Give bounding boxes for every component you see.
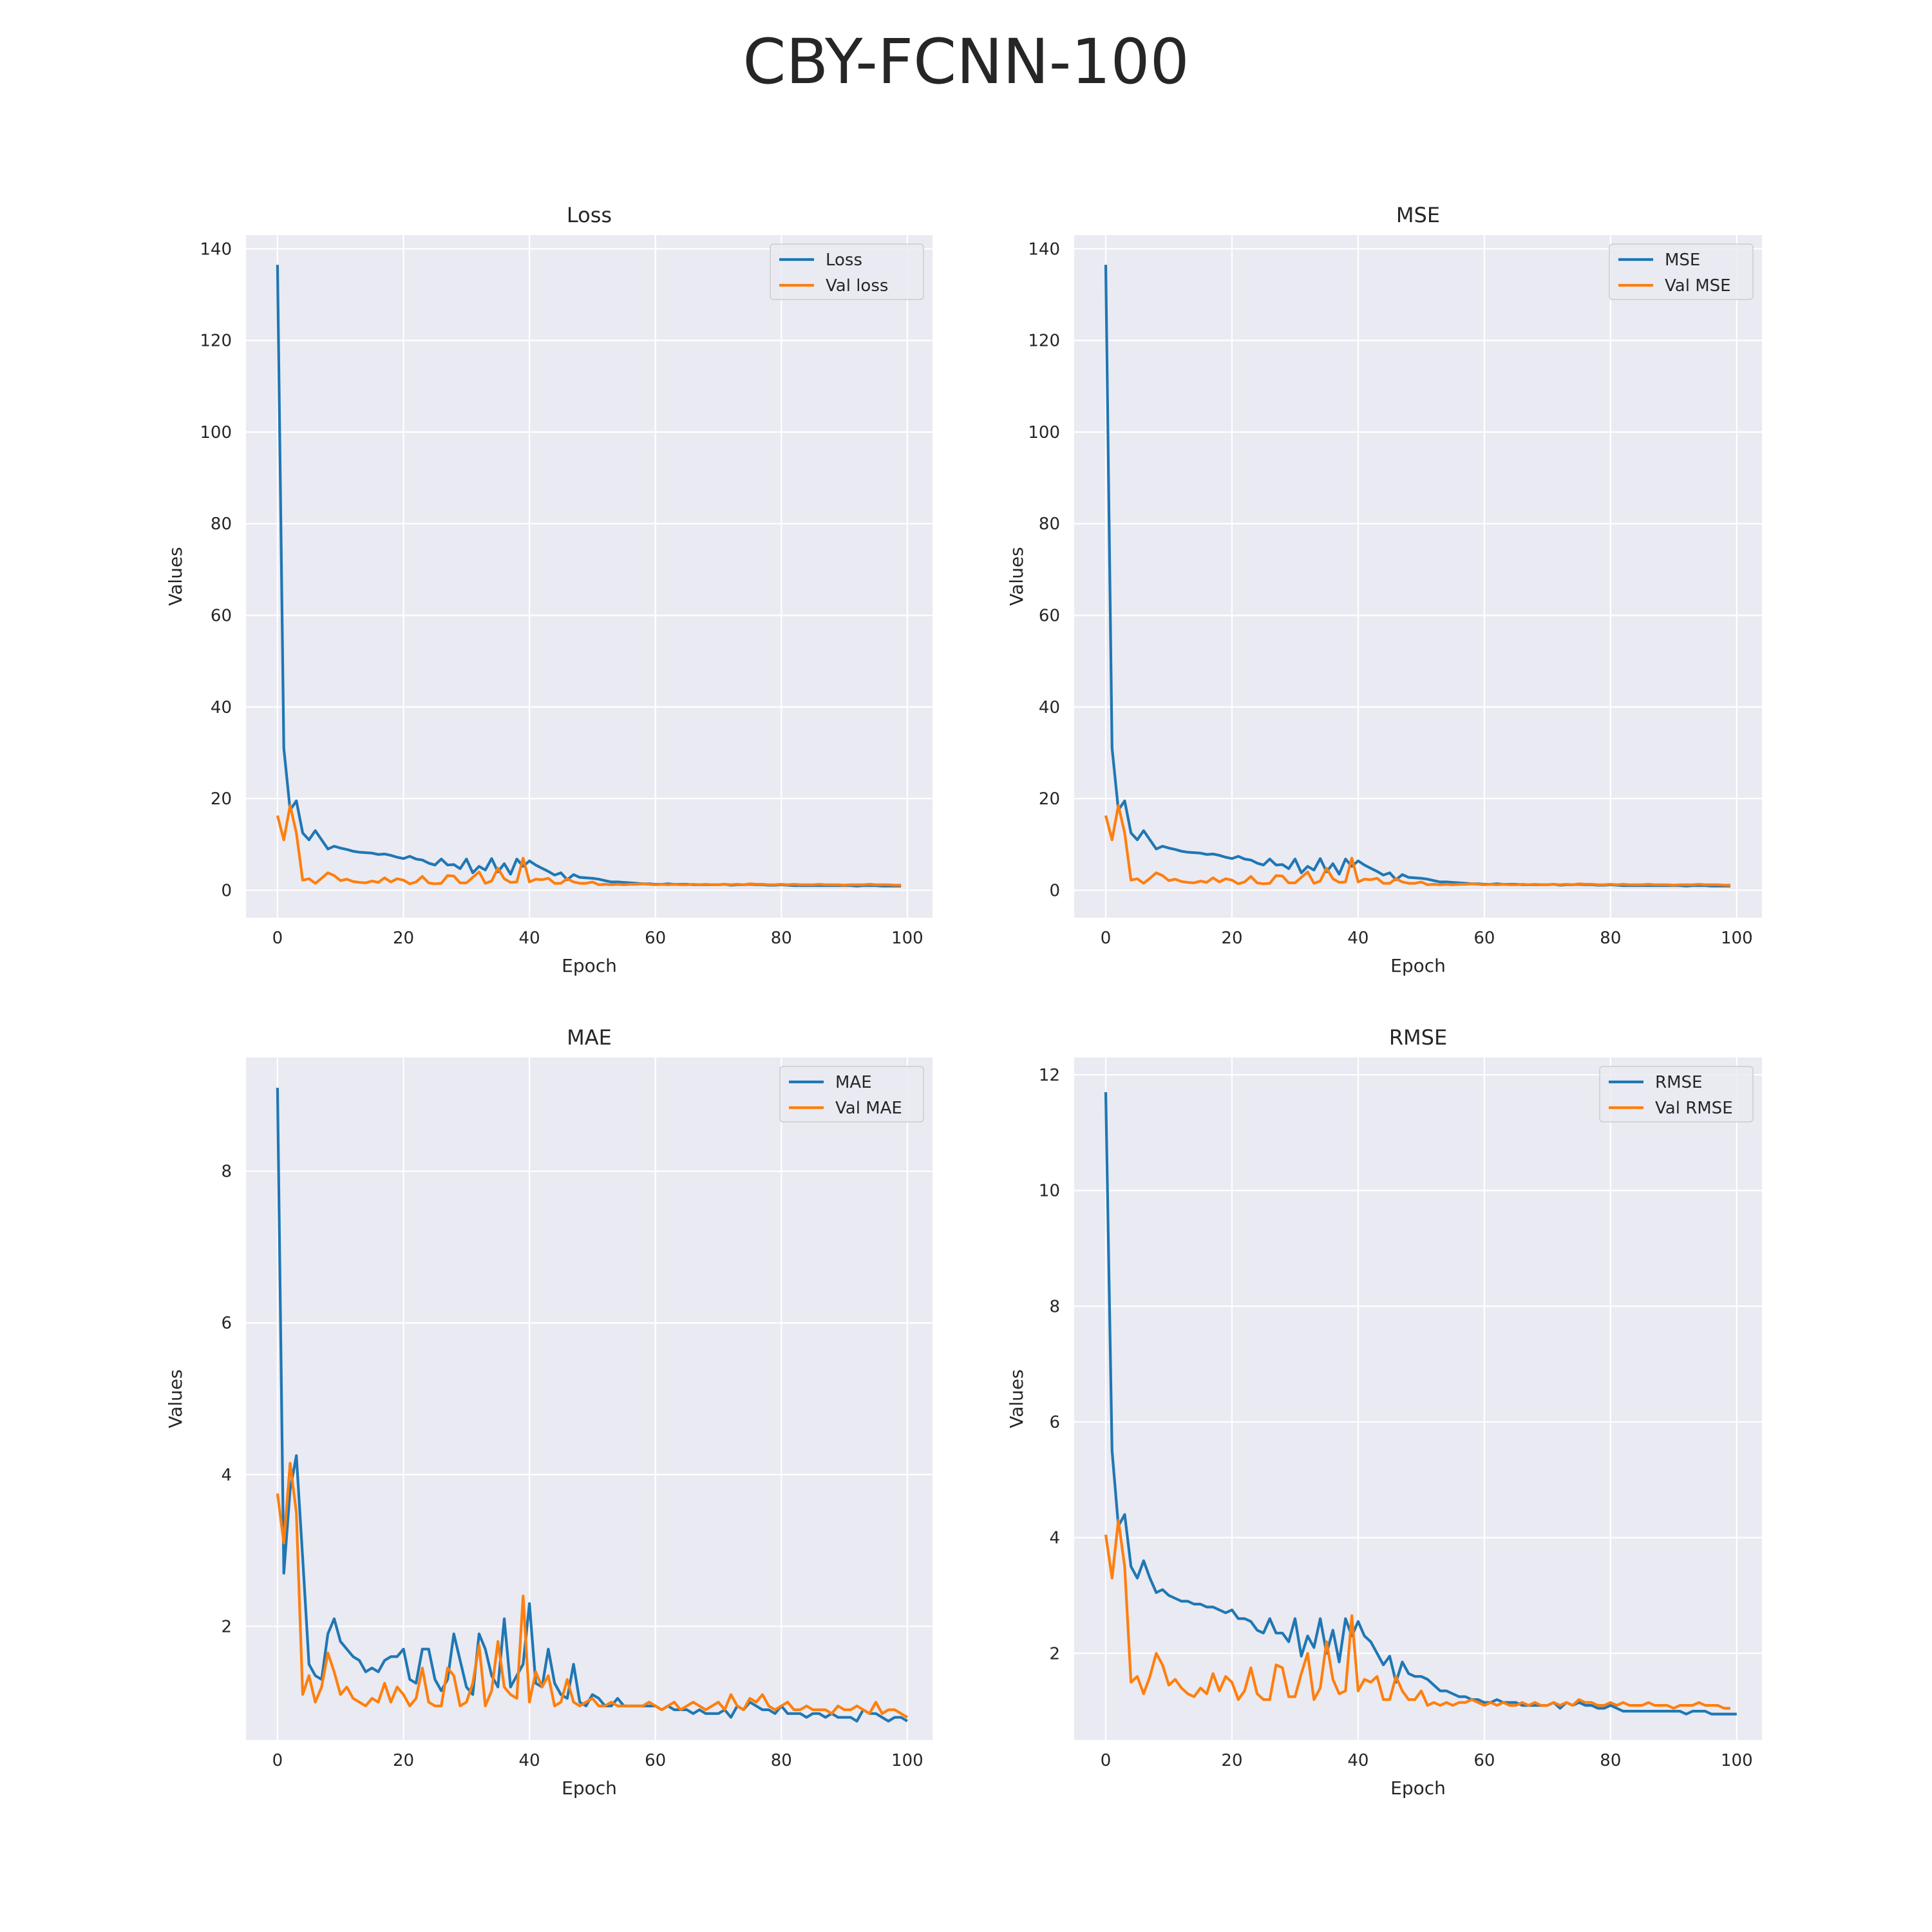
plot-area [1074,1057,1762,1740]
y-tick-label: 20 [1039,790,1060,809]
chart-title: RMSE [1389,1025,1447,1050]
y-tick-label: 6 [221,1314,232,1333]
legend-label: Val loss [826,276,888,296]
y-tick-label: 0 [1049,881,1060,900]
plot-area [246,235,933,918]
series-line-mae [276,1088,908,1723]
legend-label: Val RMSE [1655,1099,1733,1118]
chart-title: Loss [567,203,612,227]
legend: RMSE Val RMSE [1599,1066,1754,1122]
chart-title: MAE [567,1025,612,1050]
x-tick-label: 0 [1101,1751,1112,1770]
y-axis-label: Values [1006,547,1027,605]
x-tick-label: 40 [519,929,540,948]
legend-label: Loss [826,251,862,270]
x-tick-label: 20 [393,929,414,948]
legend: MAE Val MAE [779,1066,924,1122]
x-tick-label: 0 [1101,929,1112,948]
legend-label: RMSE [1655,1073,1702,1092]
x-tick-label: 60 [1473,1751,1495,1770]
x-tick-label: 100 [891,1751,923,1770]
x-axis-label: Epoch [562,1777,617,1799]
y-tick-label: 4 [1049,1529,1060,1548]
x-axis-label: Epoch [562,955,617,976]
x-axis-label: Epoch [1390,1777,1446,1799]
x-tick-label: 40 [519,1751,540,1770]
x-tick-label: 60 [1473,929,1495,948]
y-axis-label: Values [1006,1369,1027,1428]
x-tick-label: 80 [771,929,792,948]
y-tick-label: 2 [221,1617,232,1636]
chart-panel-rmse: 0 20 40 60 80 100 2 4 6 8 10 12 RMSE Epoch Values RMSE V… [1006,1025,1762,1799]
y-axis-label: Values [165,547,186,605]
y-tick-label: 8 [221,1162,232,1182]
y-tick-label: 4 [221,1466,232,1485]
legend-label: MAE [835,1073,872,1092]
x-tick-label: 80 [1600,1751,1621,1770]
x-tick-label: 60 [645,929,666,948]
x-tick-label: 100 [1721,1751,1753,1770]
x-tick-label: 80 [1600,929,1621,948]
y-tick-label: 10 [1039,1182,1060,1201]
x-tick-label: 100 [1721,929,1753,948]
x-tick-label: 80 [771,1751,792,1770]
y-tick-label: 80 [211,515,232,534]
y-tick-label: 60 [1039,606,1060,625]
series-line-val-rmse [1104,1519,1730,1710]
series-line-val-mae [276,1462,908,1719]
x-tick-label: 40 [1347,1751,1368,1770]
y-tick-label: 6 [1049,1413,1060,1432]
x-tick-label: 0 [272,1751,283,1770]
x-tick-label: 20 [1221,929,1242,948]
chart-panel-mse: 0 20 40 60 80 100 0 20 40 60 80 100 120 140 MSE Epoch Va… [1006,203,1762,976]
y-tick-label: 40 [211,698,232,717]
chart-panel-loss: 0 20 40 60 80 100 0 20 40 60 80 100 120 140 Loss Epoch V… [165,203,933,976]
y-tick-label: 140 [200,240,232,259]
x-tick-label: 20 [393,1751,414,1770]
plot-area [246,1057,933,1740]
series-line-val-loss [276,804,902,887]
series-line-val-mse [1104,804,1730,887]
plot-area [1074,235,1762,918]
x-tick-label: 0 [272,929,283,948]
x-tick-label: 20 [1221,1751,1242,1770]
y-tick-label: 100 [200,423,232,442]
y-tick-label: 0 [221,881,232,900]
y-tick-label: 140 [1028,240,1060,259]
y-tick-label: 2 [1049,1644,1060,1663]
y-tick-label: 40 [1039,698,1060,717]
x-tick-label: 100 [891,929,923,948]
legend: MSE Val MSE [1609,243,1754,300]
legend: Loss Val loss [770,243,924,300]
x-axis-label: Epoch [1390,955,1446,976]
y-tick-label: 120 [1028,332,1060,351]
x-tick-label: 40 [1347,929,1368,948]
x-tick-label: 60 [645,1751,666,1770]
y-tick-label: 12 [1039,1066,1060,1085]
y-tick-label: 8 [1049,1297,1060,1316]
legend-label: MSE [1665,251,1700,270]
y-tick-label: 20 [211,790,232,809]
legend-label: Val MSE [1665,276,1731,296]
series-line-rmse [1104,1092,1737,1716]
y-tick-label: 100 [1028,423,1060,442]
y-tick-label: 60 [211,606,232,625]
y-tick-label: 80 [1039,515,1060,534]
chart-title: MSE [1396,203,1440,227]
y-tick-label: 120 [200,332,232,351]
chart-panel-mae: 0 20 40 60 80 100 2 4 6 8 MAE Epoch Values MAE Val MAE [165,1025,933,1799]
legend-label: Val MAE [835,1099,902,1118]
y-axis-label: Values [165,1369,186,1428]
figure-title: CBY-FCNN-100 [743,26,1189,98]
